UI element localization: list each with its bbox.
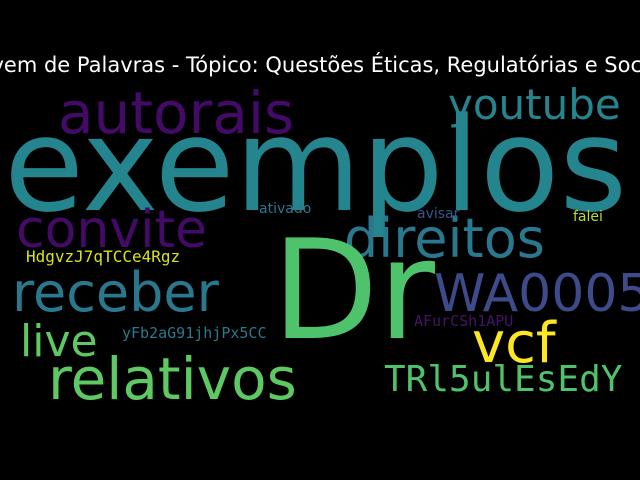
word-exemplos: exemplos [4,89,628,241]
word-ativado: ativado [259,201,312,217]
word-wa0005: WA0005 [434,264,640,324]
word-hdgvz: HdgvzJ7qTCCe4Rgz [26,247,181,266]
word-trl5: TRl5ulEsEdY [384,359,623,400]
word-live: live [20,316,98,367]
word-receber: receber [12,261,219,324]
word-direitos: direitos [344,207,545,270]
word-convite: convite [16,200,207,260]
word-yfb2: yFb2aG91jhjPx5CC [122,324,267,342]
word-cloud-title: Nuvem de Palavras - Tópico: Questões Éti… [0,53,640,77]
word-afur: AFurCSh1APU [414,312,514,330]
word-relativos: relativos [48,345,297,413]
word-vcf: vcf [472,311,556,376]
word-autorais: autorais [58,79,295,147]
word-avisar: avisar [417,206,460,222]
word-falei: falei [573,209,603,225]
word-dr: Dr [272,210,435,371]
word-youtube: youtube [448,80,621,129]
